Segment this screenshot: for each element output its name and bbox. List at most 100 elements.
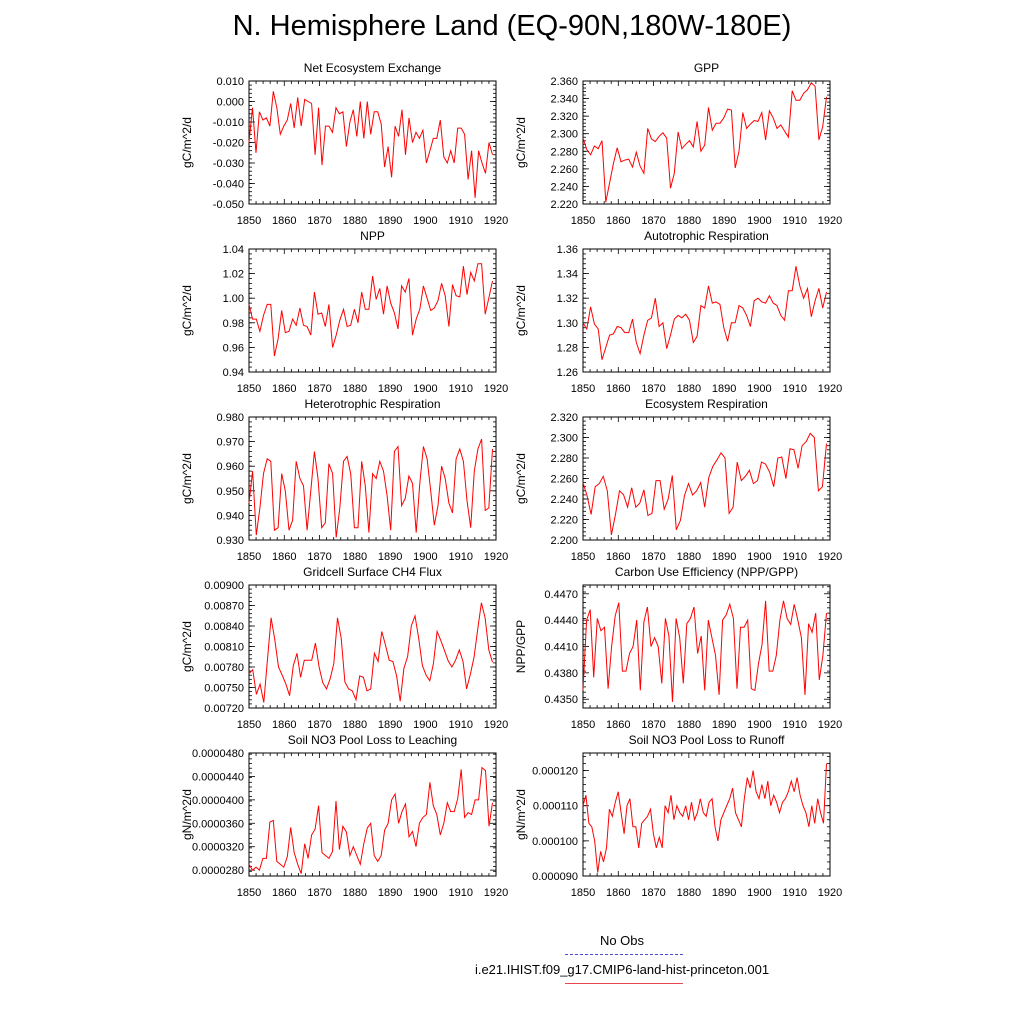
y-tick-label: 0.0000400 <box>192 795 244 807</box>
y-tick-label: 0.000 <box>216 97 244 109</box>
x-tick-label: 1870 <box>641 719 665 731</box>
series-line <box>582 432 827 535</box>
x-tick-label: 1850 <box>571 719 595 731</box>
y-axis-label: gC/m^2/d <box>514 285 528 336</box>
x-tick-label: 1900 <box>747 719 771 731</box>
y-axis-label: gC/m^2/d <box>514 117 528 168</box>
y-tick-label: 2.240 <box>550 494 578 506</box>
y-tick-label: 1.02 <box>223 269 244 281</box>
y-tick-label: 0.00780 <box>204 662 244 674</box>
y-tick-label: 1.04 <box>223 244 244 256</box>
y-tick-label: 0.00810 <box>204 642 244 654</box>
y-tick-label: 0.970 <box>216 437 244 449</box>
x-tick-label: 1920 <box>818 383 842 395</box>
series-line <box>582 266 827 360</box>
x-tick-label: 1870 <box>641 383 665 395</box>
y-axis-label: gC/m^2/d <box>180 621 194 672</box>
y-tick-label: -0.030 <box>213 158 244 170</box>
x-tick-label: 1920 <box>818 887 842 899</box>
x-tick-label: 1920 <box>484 383 508 395</box>
x-tick-label: 1910 <box>448 551 472 563</box>
x-tick-label: 1910 <box>782 887 806 899</box>
x-tick-label: 1910 <box>448 719 472 731</box>
y-tick-label: 2.280 <box>550 453 578 465</box>
y-tick-label: 1.34 <box>557 269 578 281</box>
x-tick-label: 1880 <box>343 215 367 227</box>
y-tick-label: 2.220 <box>550 515 578 527</box>
panel-title: GPP <box>694 61 719 75</box>
y-tick-label: 0.950 <box>216 486 244 498</box>
y-tick-label: 2.320 <box>550 111 578 123</box>
y-tick-label: 0.0000440 <box>192 771 244 783</box>
x-tick-label: 1920 <box>484 719 508 731</box>
x-tick-label: 1890 <box>378 383 402 395</box>
y-tick-label: 1.26 <box>557 367 578 379</box>
x-tick-label: 1860 <box>272 551 296 563</box>
series-line <box>248 766 493 874</box>
legend-no-obs-label: No Obs <box>599 933 645 948</box>
y-tick-label: 0.00840 <box>204 621 244 633</box>
x-tick-label: 1880 <box>677 215 701 227</box>
y-tick-label: 0.4470 <box>544 589 578 601</box>
y-axis-label: gC/m^2/d <box>180 453 194 504</box>
series-line <box>248 438 493 538</box>
y-tick-label: 1.36 <box>557 244 578 256</box>
x-tick-label: 1900 <box>747 551 771 563</box>
y-tick-label: 2.300 <box>550 129 578 141</box>
plot-frame <box>248 80 497 205</box>
x-tick-label: 1910 <box>782 383 806 395</box>
x-tick-label: 1910 <box>782 215 806 227</box>
x-tick-label: 1880 <box>677 383 701 395</box>
x-tick-label: 1880 <box>677 551 701 563</box>
series-line <box>582 763 827 873</box>
y-axis-label: NPP/GPP <box>514 620 528 673</box>
panel-4: Autotrophic Respiration gC/m^2/d 1850 1860 1… <box>514 229 842 395</box>
panel-2: GPP gC/m^2/d 1850 1860 1870 1880 1890 1900 1910 1… <box>514 61 842 227</box>
y-tick-label: 0.00870 <box>204 601 244 613</box>
plot-frame <box>582 248 831 373</box>
y-tick-label: 0.010 <box>216 76 244 88</box>
y-tick-label: 0.0000360 <box>192 818 244 830</box>
x-tick-label: 1900 <box>747 887 771 899</box>
y-tick-label: -0.010 <box>213 117 244 129</box>
x-tick-label: 1870 <box>641 887 665 899</box>
x-tick-label: 1850 <box>237 719 261 731</box>
x-tick-label: 1920 <box>818 551 842 563</box>
y-tick-label: 0.000090 <box>532 871 578 883</box>
y-tick-label: 0.96 <box>223 342 244 354</box>
y-tick-label: 0.4440 <box>544 615 578 627</box>
y-tick-label: 0.960 <box>216 461 244 473</box>
panel-5: Heterotrophic Respiration gC/m^2/d 1850 186… <box>180 397 508 563</box>
x-tick-label: 1850 <box>237 887 261 899</box>
y-tick-label: 0.000120 <box>532 766 578 778</box>
x-tick-label: 1900 <box>413 383 437 395</box>
y-tick-label: -0.040 <box>213 179 244 191</box>
y-tick-label: 0.00750 <box>204 683 244 695</box>
x-tick-label: 1850 <box>237 215 261 227</box>
y-tick-label: -0.050 <box>213 199 244 211</box>
y-tick-label: 0.000100 <box>532 836 578 848</box>
panel-title: Net Ecosystem Exchange <box>304 61 442 75</box>
y-tick-label: 0.00720 <box>204 703 244 715</box>
panel-8: Carbon Use Efficiency (NPP/GPP) NPP/GPP 18… <box>514 565 842 731</box>
x-tick-label: 1890 <box>378 215 402 227</box>
y-tick-label: 1.28 <box>557 342 578 354</box>
panel-3: NPP gC/m^2/d 1850 1860 1870 1880 1890 1900 1910 1… <box>180 229 508 395</box>
y-tick-label: 0.98 <box>223 318 244 330</box>
x-tick-label: 1910 <box>448 383 472 395</box>
x-tick-label: 1860 <box>606 551 630 563</box>
legend-case-label: i.e21.IHIST.f09_g17.CMIP6-land-hist-prin… <box>474 962 770 977</box>
panel-7: Gridcell Surface CH4 Flux gC/m^2/d 1850 186… <box>180 565 508 731</box>
x-tick-label: 1850 <box>237 551 261 563</box>
y-axis-label: gC/m^2/d <box>180 285 194 336</box>
plot-frame <box>248 752 497 877</box>
x-tick-label: 1850 <box>237 383 261 395</box>
x-tick-label: 1870 <box>307 887 331 899</box>
y-axis-label: gC/m^2/d <box>514 453 528 504</box>
legend-no-obs-swatch <box>565 954 683 955</box>
x-tick-label: 1920 <box>484 551 508 563</box>
plot-frame <box>582 80 831 205</box>
panel-title: Heterotrophic Respiration <box>304 397 440 411</box>
y-axis-label: gN/m^2/d <box>514 789 528 840</box>
x-tick-label: 1860 <box>272 719 296 731</box>
